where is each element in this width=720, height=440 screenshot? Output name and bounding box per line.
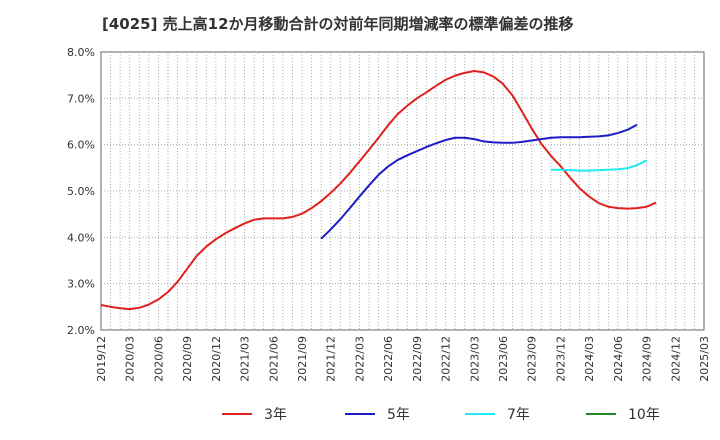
y-axis-ticks: 2.0% 3.0% 4.0% 5.0% 6.0% 7.0% 8.0% (67, 46, 95, 337)
y-tick-label: 5.0% (67, 185, 95, 198)
x-tick-label: 2020/09 (181, 336, 194, 382)
x-tick-label: 2020/06 (152, 336, 165, 382)
legend-label: 3年 (264, 407, 287, 423)
plot-area (100, 51, 705, 331)
x-tick-label: 2025/03 (698, 336, 711, 382)
legend-label: 5年 (387, 407, 410, 423)
x-axis-ticks: 2019/12 2020/03 2020/06 2020/09 2020/12 2021/… (95, 336, 711, 382)
x-tick-label: 2022/12 (440, 336, 453, 382)
chart-title: [4025] 売上高12か月移動合計の対前年同期増減率の標準偏差の推移 (102, 15, 574, 33)
y-tick-label: 8.0% (67, 46, 95, 59)
x-tick-label: 2022/03 (353, 336, 366, 382)
x-tick-label: 2021/06 (267, 336, 280, 382)
series-line-7年 (550, 159, 648, 172)
x-tick-label: 2021/03 (239, 336, 252, 382)
y-tick-label: 2.0% (67, 324, 95, 337)
y-tick-label: 3.0% (67, 278, 95, 291)
x-tick-label: 2020/03 (124, 336, 137, 382)
x-tick-label: 2024/12 (669, 336, 682, 382)
x-tick-label: 2019/12 (95, 336, 108, 382)
x-tick-label: 2023/06 (497, 336, 510, 382)
x-tick-label: 2023/09 (526, 336, 539, 382)
y-tick-label: 6.0% (67, 139, 95, 152)
x-tick-label: 2022/09 (411, 336, 424, 382)
legend: 3年 5年 7年 10年 (222, 407, 660, 423)
y-tick-label: 7.0% (67, 92, 95, 105)
grid-lines (101, 52, 704, 330)
x-tick-label: 2024/06 (612, 336, 625, 382)
x-tick-label: 2023/12 (554, 336, 567, 382)
x-tick-label: 2024/09 (641, 336, 654, 382)
series-line-5年 (320, 123, 638, 240)
x-tick-label: 2022/06 (382, 336, 395, 382)
legend-label: 10年 (628, 407, 660, 423)
x-tick-label: 2021/09 (296, 336, 309, 382)
legend-label: 7年 (507, 407, 530, 423)
series-lines (100, 70, 657, 311)
x-tick-label: 2024/03 (583, 336, 596, 382)
x-tick-label: 2021/12 (325, 336, 338, 382)
x-tick-label: 2023/03 (468, 336, 481, 382)
y-tick-label: 4.0% (67, 231, 95, 244)
x-tick-label: 2020/12 (210, 336, 223, 382)
